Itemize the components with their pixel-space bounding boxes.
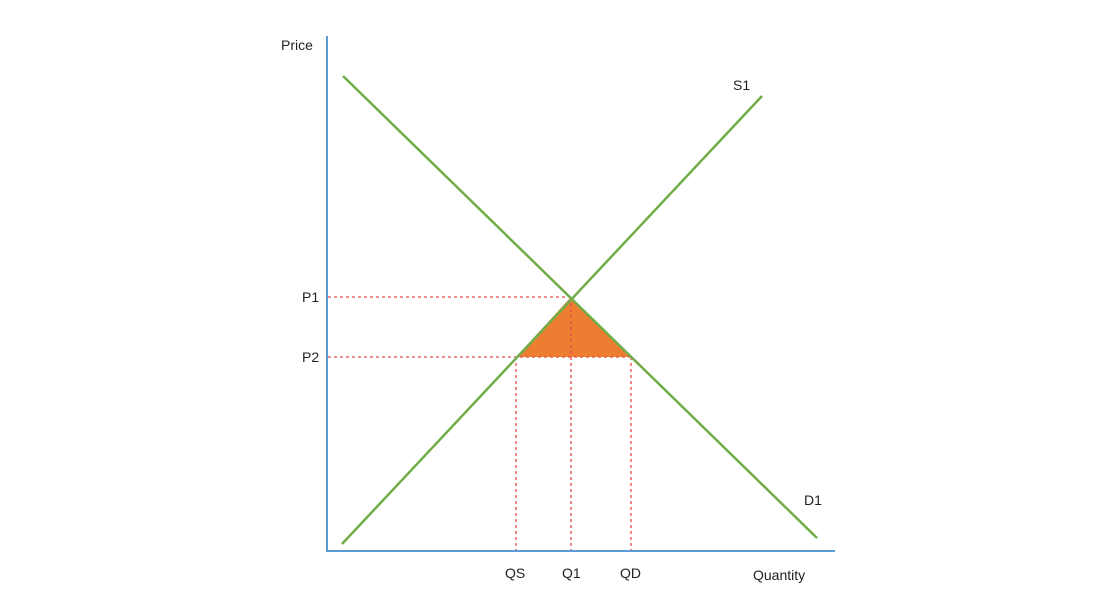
- demand-curve-d1: [342, 75, 818, 539]
- p2-label: P2: [302, 349, 319, 365]
- deadweight-loss-triangle: [516, 297, 631, 357]
- q1-label: Q1: [562, 565, 581, 581]
- qd-label: QD: [620, 565, 641, 581]
- supply-curve-label: S1: [733, 77, 750, 93]
- supply-curve-s1: [341, 95, 763, 545]
- p1-label: P1: [302, 289, 319, 305]
- y-axis-label: Price: [281, 37, 313, 53]
- qs-label: QS: [505, 565, 525, 581]
- demand-curve-label: D1: [804, 492, 822, 508]
- x-axis-label: Quantity: [753, 567, 805, 583]
